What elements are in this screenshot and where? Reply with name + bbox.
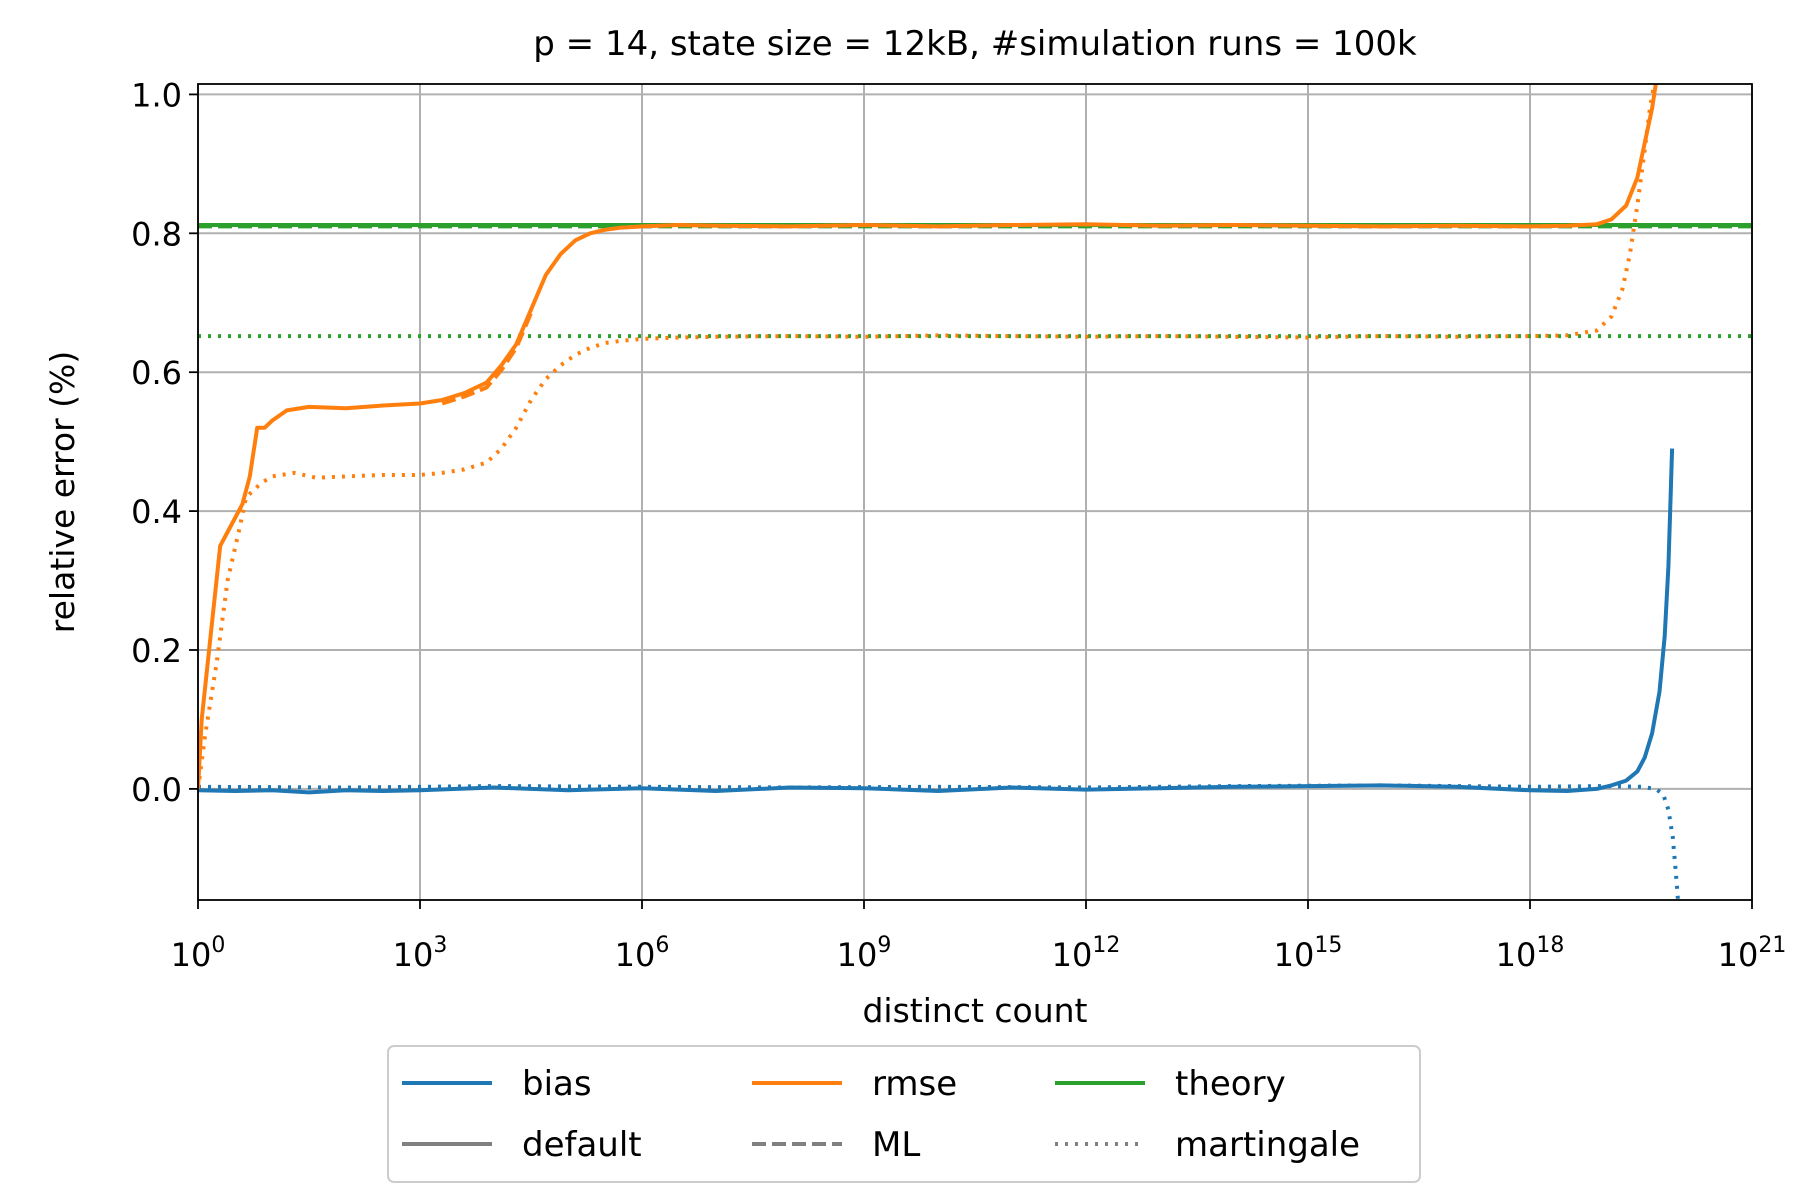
legend-label-ML: ML [872, 1125, 920, 1165]
x-tick-label: 100 [171, 933, 226, 974]
series-rmse-default [198, 83, 1658, 790]
series-bias-default [198, 448, 1675, 795]
x-tick-exponent: 0 [211, 933, 225, 958]
y-ticks: 0.0 0.2 0.4 0.6 0.8 1.0 [131, 76, 198, 809]
x-tick-exponent: 3 [433, 933, 447, 958]
plot-frame [197, 83, 1753, 901]
x-tick-label: 1018 [1496, 933, 1565, 974]
x-tick-exponent: 18 [1536, 933, 1564, 958]
x-tick-label: 1015 [1274, 933, 1343, 974]
y-tick-label: 0.2 [131, 632, 182, 670]
legend-frame [387, 1045, 1421, 1183]
x-tick-base: 10 [837, 936, 878, 974]
x-tick-base: 10 [1052, 936, 1093, 974]
x-tick-exponent: 15 [1314, 933, 1342, 958]
x-tick-exponent: 21 [1758, 933, 1786, 958]
x-tick-label: 1021 [1718, 933, 1787, 974]
x-tick-label: 106 [615, 933, 670, 974]
x-ticks: 100 103 106 109 1012 1015 1018 1021 [171, 900, 1787, 974]
series-rmse-martingale [198, 83, 1657, 790]
legend-label-rmse: rmse [872, 1064, 957, 1104]
x-tick-label: 109 [837, 933, 892, 974]
x-tick-label: 1012 [1052, 933, 1121, 974]
y-tick-label: 1.0 [131, 76, 182, 114]
x-tick-exponent: 9 [877, 933, 891, 958]
x-tick-base: 10 [393, 936, 434, 974]
x-tick-base: 10 [1274, 936, 1315, 974]
legend-label-martingale: martingale [1175, 1125, 1360, 1165]
y-axis-label: relative error (%) [43, 351, 82, 633]
x-tick-base: 10 [1496, 936, 1537, 974]
legend: bias rmse theory default ML martingale [387, 1045, 1421, 1183]
y-tick-label: 0.8 [131, 215, 182, 253]
x-tick-base: 10 [171, 936, 212, 974]
x-tick-base: 10 [615, 936, 656, 974]
chart-title: p = 14, state size = 12kB, #simulation r… [533, 24, 1417, 64]
series-rmse-ml [441, 312, 533, 406]
x-tick-exponent: 6 [655, 933, 669, 958]
x-tick-exponent: 12 [1092, 933, 1120, 958]
x-tick-base: 10 [1718, 936, 1759, 974]
x-axis-label: distinct count [862, 991, 1087, 1030]
legend-label-default: default [522, 1125, 642, 1165]
series-layer [198, 83, 1752, 901]
y-tick-label: 0.6 [131, 354, 182, 392]
y-tick-label: 0.4 [131, 493, 182, 531]
legend-label-theory: theory [1175, 1064, 1286, 1104]
x-tick-label: 103 [393, 933, 448, 974]
y-tick-label: 0.0 [131, 771, 182, 809]
legend-label-bias: bias [522, 1064, 592, 1104]
